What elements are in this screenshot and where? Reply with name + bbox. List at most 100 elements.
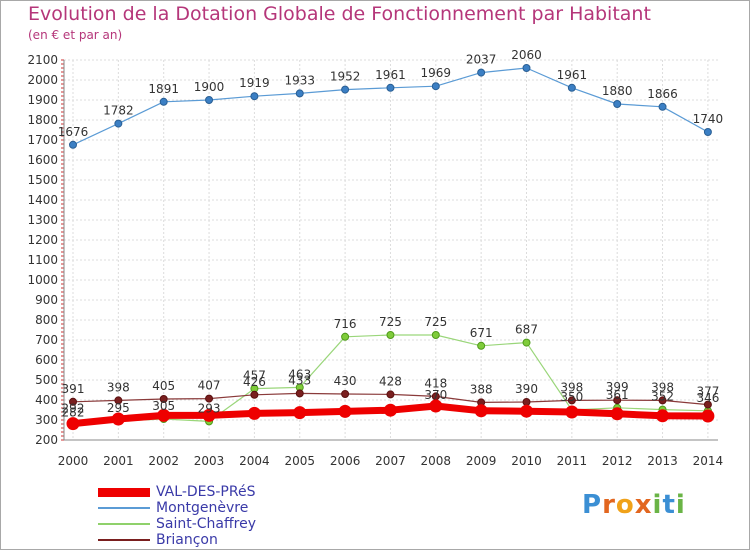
data-label: 405 bbox=[152, 379, 175, 393]
data-label: 1782 bbox=[103, 104, 134, 118]
y-tick-label: 2100 bbox=[27, 53, 58, 67]
data-label: 390 bbox=[515, 382, 538, 396]
y-tick-label: 600 bbox=[35, 353, 58, 367]
data-label: 391 bbox=[62, 382, 85, 396]
y-tick-label: 400 bbox=[35, 393, 58, 407]
data-label: 1933 bbox=[284, 73, 315, 87]
chart-title: Evolution de la Dotation Globale de Fonc… bbox=[28, 3, 651, 25]
data-label: 433 bbox=[288, 373, 311, 387]
data-point bbox=[157, 408, 171, 422]
data-point bbox=[429, 399, 443, 413]
x-tick-label: 2008 bbox=[421, 454, 452, 468]
data-point bbox=[703, 400, 712, 409]
data-point bbox=[658, 396, 667, 405]
x-tick-label: 2006 bbox=[330, 454, 361, 468]
x-tick-label: 2012 bbox=[602, 454, 633, 468]
x-tick-label: 2001 bbox=[103, 454, 134, 468]
data-label: 457 bbox=[243, 369, 266, 383]
data-label: 463 bbox=[288, 367, 311, 381]
data-label: 1900 bbox=[194, 80, 225, 94]
data-point bbox=[474, 404, 488, 418]
data-label: 671 bbox=[470, 326, 493, 340]
data-label: 1961 bbox=[375, 68, 406, 82]
data-point bbox=[159, 97, 168, 106]
data-label: 1676 bbox=[58, 125, 89, 139]
x-tick-label: 2004 bbox=[239, 454, 270, 468]
data-point bbox=[701, 409, 715, 423]
data-point bbox=[386, 331, 395, 339]
x-tick-label: 2009 bbox=[466, 454, 497, 468]
data-label: 2060 bbox=[511, 48, 542, 62]
data-label: 361 bbox=[606, 388, 629, 402]
data-label: 1952 bbox=[330, 70, 361, 84]
data-point bbox=[567, 83, 576, 92]
data-label: 716 bbox=[334, 317, 357, 331]
series-layer bbox=[66, 64, 715, 431]
data-point bbox=[386, 390, 395, 399]
data-label: 398 bbox=[651, 380, 674, 394]
data-label: 399 bbox=[606, 380, 629, 394]
legend-label: Montgenèvre bbox=[156, 500, 249, 516]
x-tick-label: 2005 bbox=[284, 454, 315, 468]
data-label: 388 bbox=[470, 382, 493, 396]
logo-letter: P bbox=[582, 490, 603, 520]
data-point bbox=[613, 396, 622, 405]
data-label: 292 bbox=[62, 402, 85, 416]
data-label: 1961 bbox=[557, 68, 588, 82]
data-label: 305 bbox=[152, 399, 175, 413]
y-tick-label: 1600 bbox=[27, 153, 58, 167]
data-point bbox=[656, 409, 670, 423]
data-point bbox=[565, 405, 579, 419]
data-point bbox=[295, 89, 304, 98]
data-point bbox=[341, 332, 350, 341]
data-label: 725 bbox=[379, 315, 402, 329]
data-point bbox=[295, 389, 304, 398]
data-point bbox=[69, 397, 77, 406]
data-label: 1919 bbox=[239, 76, 270, 90]
y-tick-label: 1200 bbox=[27, 233, 58, 247]
x-tick-label: 2010 bbox=[511, 454, 542, 468]
x-tick-label: 2000 bbox=[58, 454, 89, 468]
data-point bbox=[159, 395, 168, 403]
logo-letter: i bbox=[652, 490, 663, 520]
data-labels-layer: 282 370 1676 1782 1891 1900 1919 1933 1952 1961 19… bbox=[58, 48, 723, 420]
data-label: 295 bbox=[107, 401, 130, 415]
data-label: 1969 bbox=[421, 66, 452, 80]
data-point bbox=[703, 128, 712, 136]
chart-subtitle: (en € et par an) bbox=[28, 28, 123, 42]
data-point bbox=[658, 102, 667, 111]
data-point bbox=[202, 408, 216, 422]
data-point bbox=[520, 404, 533, 418]
data-point bbox=[567, 396, 576, 405]
data-label: 377 bbox=[696, 385, 719, 399]
x-tick-label: 2014 bbox=[693, 454, 724, 468]
data-point bbox=[386, 83, 395, 92]
legend-label: VAL-DES-PRéS bbox=[156, 484, 256, 500]
axes-layer: 200 300 400 500 600 700 800 900 1000 1100 1200 1300… bbox=[27, 53, 723, 468]
data-point bbox=[250, 92, 259, 101]
x-tick-label: 2007 bbox=[375, 454, 406, 468]
y-tick-label: 1700 bbox=[27, 133, 58, 147]
data-label: 370 bbox=[424, 388, 447, 402]
data-label: 346 bbox=[696, 391, 719, 405]
data-point bbox=[247, 406, 261, 420]
data-label: 352 bbox=[651, 390, 674, 404]
logo-letter: r bbox=[602, 490, 616, 520]
legend-swatch bbox=[98, 487, 150, 497]
data-label: 1866 bbox=[647, 87, 678, 101]
y-tick-label: 800 bbox=[35, 313, 58, 327]
data-label: 293 bbox=[198, 401, 221, 415]
data-point bbox=[205, 96, 214, 104]
data-point bbox=[522, 338, 531, 347]
y-tick-label: 1900 bbox=[27, 93, 58, 107]
data-label: 426 bbox=[243, 375, 266, 389]
data-point bbox=[477, 68, 486, 77]
data-point bbox=[341, 85, 350, 94]
data-point bbox=[383, 403, 397, 417]
data-point bbox=[293, 406, 307, 420]
data-label: 398 bbox=[107, 380, 130, 394]
y-tick-label: 1800 bbox=[27, 113, 58, 127]
legend-swatch bbox=[98, 539, 150, 541]
data-point bbox=[114, 119, 123, 128]
